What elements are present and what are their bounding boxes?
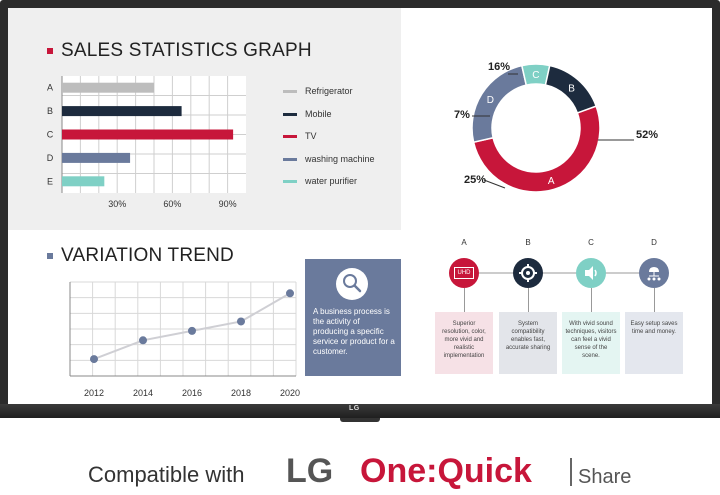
bar-b [62, 106, 182, 117]
trend-point [188, 326, 196, 335]
donut-percent-label: 52% [636, 129, 658, 141]
sales-panel: SALES STATISTICS GRAPH A B C D E 30% 60% 90% Re… [8, 8, 401, 230]
uhd-icon: UHD [449, 258, 479, 288]
bar-c [62, 129, 234, 140]
trend-line-chart: 2012 2014 2016 2018 2020 [69, 281, 300, 398]
donut-slice-label: D [487, 95, 494, 106]
legend-label: TV [305, 131, 317, 141]
trend-point [139, 336, 147, 345]
title-marker-icon [47, 253, 53, 259]
donut-percent-label: 25% [464, 174, 486, 186]
tv-stand [340, 418, 380, 422]
share-donut-chart: A 52% D 25% C 7% B 16% [454, 61, 658, 193]
legend-label: water purifier [305, 176, 358, 186]
feature-description: Superior resolution, color, more vivid a… [435, 312, 493, 374]
bar-category-label: D [47, 153, 54, 163]
trend-point [237, 317, 245, 326]
feature-connector [591, 288, 592, 312]
feature-letter: A [461, 238, 467, 247]
bar-category-label: A [47, 83, 53, 93]
donut-percent-label: 7% [454, 109, 470, 121]
feature-description: Easy setup saves time and money. [625, 312, 683, 374]
donut-slice-label: C [532, 70, 539, 81]
tv-lg-logo: LG [349, 405, 360, 412]
donut-slice-a [472, 105, 601, 193]
footer-onequick-logo: One:Quick [360, 452, 532, 490]
legend-label: washing machine [305, 153, 375, 164]
feature-letter: D [651, 238, 657, 247]
feature-connector [528, 288, 529, 312]
year-label: 2020 [280, 388, 300, 398]
donut-slice-d [471, 64, 528, 144]
bar-category-label: E [47, 176, 53, 186]
trend-title: VARIATION TREND [61, 245, 234, 266]
x-tick-label: 60% [163, 199, 181, 209]
legend-label: Refrigerator [305, 86, 353, 96]
bar-category-label: B [47, 106, 53, 116]
year-label: 2018 [231, 388, 251, 398]
x-tick-label: 90% [219, 199, 237, 209]
legend-swatch [283, 180, 297, 183]
title-marker-icon [47, 48, 53, 54]
bar-e [62, 176, 105, 187]
feature-letter: B [525, 238, 531, 247]
donut-slice-label: B [568, 83, 575, 94]
sales-bar-chart: A B C D E 30% 60% 90% [47, 76, 246, 209]
legend-swatch [283, 112, 297, 116]
info-card: A business process is the activity of pr… [305, 259, 401, 376]
feature-letter: C [588, 238, 594, 247]
year-label: 2016 [182, 388, 202, 398]
feature-description: System compatibility enables fast, accur… [499, 312, 557, 374]
trend-point [90, 355, 98, 364]
legend-label: Mobile [305, 108, 332, 119]
speaker-icon [576, 258, 606, 288]
legend-swatch [283, 90, 297, 93]
bar-category-label: C [47, 130, 54, 140]
gear-icon [513, 258, 543, 288]
year-label: 2012 [84, 388, 104, 398]
trend-point [286, 289, 294, 298]
bar-d [62, 152, 131, 163]
sales-title: SALES STATISTICS GRAPH [61, 40, 312, 61]
tv-bezel-bottom [0, 404, 720, 418]
donut-leader-line [483, 179, 506, 189]
donut-percent-label: 16% [488, 61, 510, 73]
year-label: 2014 [133, 388, 153, 398]
legend-swatch [283, 135, 297, 138]
info-card-text: A business process is the activity of pr… [313, 307, 395, 356]
footer-banner: Compatible with LG One:Quick Share [0, 440, 720, 495]
tv-screen: SALES STATISTICS GRAPH A B C D E 30% 60% 90% Re… [8, 8, 712, 404]
footer-divider [570, 458, 572, 486]
trend-line [93, 292, 291, 361]
footer-lg-logo: LG [286, 452, 334, 490]
feature-connector [654, 288, 655, 312]
footer-share-text: Share [578, 466, 632, 488]
x-tick-label: 30% [108, 199, 126, 209]
network-icon [639, 258, 669, 288]
legend-swatch [283, 157, 297, 161]
footer-compat-text: Compatible with [88, 462, 245, 487]
feature-connector [464, 288, 465, 312]
feature-description: With vivid sound techniques, visitors ca… [562, 312, 620, 374]
donut-slice-b [544, 64, 598, 114]
feature-connector-lines [458, 272, 666, 274]
donut-slice-label: A [548, 176, 555, 187]
bar-a [62, 82, 154, 93]
search-icon [336, 268, 368, 300]
